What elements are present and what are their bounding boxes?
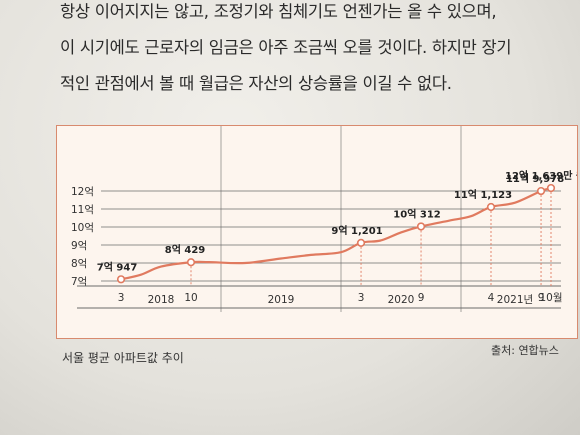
y-tick-label: 12억	[71, 186, 94, 198]
data-point	[356, 238, 366, 247]
x-tick-label: 10월	[539, 292, 562, 304]
body-line-1: 항상 이어지지는 않고, 조정기와 침체기도 언젠가는 올 수 있으며,	[60, 2, 497, 21]
y-tick-label: 9억	[71, 240, 87, 252]
data-label: 9억 1,201	[331, 225, 382, 237]
data-label: 8억 429	[165, 244, 206, 256]
x-tick-label: 3	[118, 292, 125, 304]
x-tick-label: 10	[184, 292, 197, 304]
data-point	[186, 258, 196, 267]
y-tick-label: 10억	[71, 222, 94, 234]
year-label: 2018	[148, 294, 175, 306]
data-point	[116, 275, 126, 284]
y-tick-label: 8억	[71, 258, 87, 270]
year-label: 2020	[388, 294, 415, 306]
chart-frame: 7억 8억 9억 10억 11억 12억 2018 2019 2020 2021년 3 10 3 9 4 9 1…	[56, 125, 578, 339]
x-tick-label: 9	[418, 292, 425, 304]
figure-source: 출처: 연합뉴스	[491, 344, 559, 357]
data-point	[536, 186, 546, 196]
data-point	[486, 202, 496, 212]
data-label: 11억 9,978	[506, 173, 564, 185]
data-label: 11억 1,123	[454, 189, 512, 201]
body-line-3: 적인 관점에서 볼 때 월급은 자산의 상승률을 이길 수 없다.	[60, 74, 452, 93]
data-label: 10억 312	[393, 208, 441, 220]
x-tick-label: 4	[488, 292, 495, 304]
x-tick-label: 9	[538, 292, 545, 304]
year-label: 2019	[268, 294, 295, 306]
y-tick-label: 11억	[71, 204, 94, 216]
data-label: 12억 1,639만 원	[505, 169, 577, 182]
year-label: 2021년	[497, 294, 533, 306]
body-paragraph: 항상 이어지지는 않고, 조정기와 침체기도 언젠가는 올 수 있으며, 이 시…	[60, 0, 580, 102]
body-line-2: 이 시기에도 근로자의 임금은 아주 조금씩 오를 것이다. 하지만 장기	[60, 38, 512, 57]
data-label: 7억 947	[97, 261, 138, 273]
figure-caption: 서울 평균 아파트값 추이	[62, 351, 184, 365]
data-point	[546, 183, 556, 193]
x-tick-label: 3	[358, 292, 365, 304]
y-tick-label: 7억	[71, 276, 87, 288]
data-point	[416, 222, 426, 231]
